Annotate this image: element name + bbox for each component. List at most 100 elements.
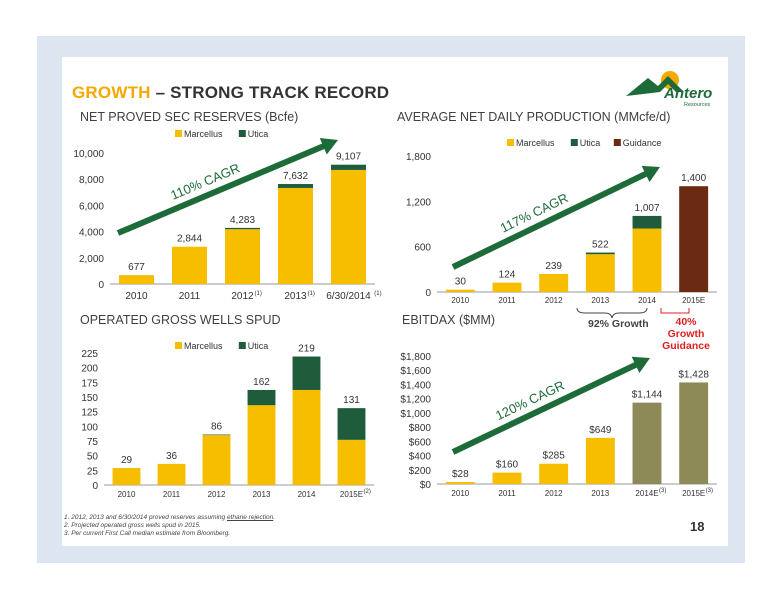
y-tick-label: 75	[87, 437, 99, 448]
cagr-arrow-shaft	[451, 170, 649, 270]
footnote-1-underlined: ethane rejection	[226, 514, 274, 521]
data-label: 29	[121, 455, 133, 466]
y-tick-label: 100	[81, 422, 98, 433]
footnote-1: 1. 2012, 2013 and 6/30/2014 proved reser…	[64, 514, 275, 522]
y-tick-label: $200	[409, 466, 432, 477]
data-label: 9,107	[336, 152, 361, 163]
data-label: 7,632	[283, 171, 308, 182]
y-tick-label: 1,200	[406, 197, 431, 208]
y-tick-label: $1,200	[400, 395, 431, 406]
growth-92-label: 92% Growth	[588, 318, 649, 330]
growth-92-bracket	[576, 307, 648, 319]
bar-marcellus-2015E	[337, 439, 366, 485]
x-tick-label: 2011	[498, 296, 516, 305]
legend-entry: Guidance	[623, 138, 662, 148]
data-label: 162	[253, 377, 270, 388]
bar-marcellus-2012	[225, 229, 260, 284]
data-label: $1,428	[678, 369, 709, 380]
bar-2013	[585, 437, 615, 484]
bar-utica-2014	[632, 215, 662, 229]
growth-40-line2: Guidance	[662, 340, 710, 352]
legend-swatch	[507, 139, 514, 146]
growth-40-line1: 40% Growth	[667, 316, 705, 340]
x-tick-label: 2011	[498, 489, 516, 498]
bar-marcellus-2014	[292, 389, 321, 485]
legend-entry: Marcellus	[184, 341, 223, 351]
antero-logo: Antero Resources	[626, 71, 712, 108]
x-tick-footnote: (2)	[364, 489, 371, 495]
cagr-arrow-shaft	[116, 142, 327, 236]
legend-entry: Utica	[580, 138, 601, 148]
data-label: 522	[592, 240, 609, 251]
x-tick-label: 2015E	[682, 489, 705, 498]
x-tick-label: 2013	[284, 291, 307, 302]
footnote-3: 3. Per current First Call median estimat…	[64, 530, 231, 537]
y-tick-label: $1,000	[400, 409, 431, 420]
data-label: 219	[298, 344, 315, 355]
legend-entry: Utica	[248, 129, 269, 139]
data-label: 239	[545, 261, 562, 272]
legend-entry: Utica	[248, 341, 269, 351]
bar-marcellus-2011	[157, 463, 186, 485]
y-tick-label: 0	[92, 481, 98, 492]
page-number: 18	[690, 519, 705, 534]
x-tick-label: 2012	[545, 296, 563, 305]
bar-2015E	[679, 382, 709, 484]
y-tick-label: 600	[414, 243, 431, 254]
bar-2014E	[632, 402, 662, 484]
cagr-arrow: 117% CAGR	[451, 165, 660, 270]
x-tick-label: 2013	[591, 296, 609, 305]
legend-entry: Marcellus	[184, 129, 223, 139]
production-panel-title: AVERAGE NET DAILY PRODUCTION (MMcfe/d)	[397, 110, 671, 124]
cagr-arrow-shaft	[451, 361, 639, 455]
y-tick-label: 150	[81, 393, 98, 404]
x-tick-label: 2011	[179, 291, 201, 302]
data-label: 1,400	[681, 173, 706, 184]
growth-40-label: 40% Growth Guidance	[656, 316, 716, 352]
y-tick-label: $1,600	[400, 366, 431, 377]
data-label: $28	[452, 469, 469, 480]
cagr-arrow: 120% CAGR	[451, 356, 650, 455]
x-tick-label: 2010	[118, 490, 136, 499]
y-tick-label: $600	[409, 437, 432, 448]
y-tick-label: 175	[81, 378, 98, 389]
x-tick-label: 2015E	[682, 296, 705, 305]
x-tick-label: 2014E	[635, 489, 658, 498]
bar-utica-2014	[292, 356, 321, 390]
y-tick-label: 25	[87, 466, 99, 477]
y-tick-label: $1,800	[400, 352, 431, 363]
y-tick-label: 225	[81, 349, 98, 360]
logo-mountain-icon	[626, 76, 684, 96]
cagr-arrow-head	[641, 165, 660, 183]
ebitdax-panel-title: EBITDAX ($MM)	[402, 313, 496, 327]
y-tick-label: 6,000	[79, 201, 104, 212]
y-tick-label: 10,000	[73, 149, 104, 160]
bar-marcellus-2011	[492, 282, 522, 292]
bar-utica-6/30/2014	[331, 164, 366, 170]
footnote-2: 2. Projected operated gross wells spud i…	[64, 522, 201, 529]
x-tick-label: 2012	[545, 489, 563, 498]
data-label: 4,283	[230, 215, 255, 226]
x-tick-label: 2012	[231, 291, 254, 302]
y-tick-label: $0	[420, 480, 432, 491]
data-label: 86	[211, 422, 223, 433]
x-tick-label: 2010	[451, 489, 469, 498]
y-tick-label: 2,000	[79, 254, 104, 265]
bar-marcellus-2011	[172, 246, 207, 284]
bar-utica-2012	[225, 227, 260, 230]
legend-entry: Marcellus	[516, 138, 555, 148]
bar-utica-2013	[278, 184, 313, 188]
legend-swatch	[570, 139, 578, 146]
cagr-arrow-head	[319, 137, 338, 155]
data-label: $160	[496, 460, 519, 471]
bar-marcellus-2010	[119, 275, 154, 284]
y-tick-label: 200	[81, 364, 98, 375]
bar-2011	[492, 472, 522, 484]
legend-swatch	[238, 342, 246, 349]
x-tick-label: 2013	[253, 490, 271, 499]
x-tick-label: 2013	[591, 489, 609, 498]
y-tick-label: $1,400	[400, 380, 431, 391]
slide-title: GROWTH – STRONG TRACK RECORD	[72, 83, 389, 103]
x-tick-label: 2012	[208, 490, 226, 499]
data-label: 1,007	[634, 203, 659, 214]
